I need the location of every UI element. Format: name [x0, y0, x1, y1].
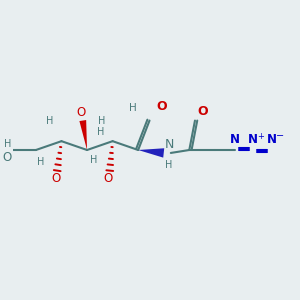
- Text: O: O: [77, 106, 86, 119]
- Polygon shape: [138, 148, 164, 158]
- Text: O: O: [2, 152, 12, 164]
- Text: O: O: [198, 105, 208, 118]
- Text: N: N: [230, 133, 240, 146]
- Text: H: H: [97, 127, 104, 137]
- Text: H: H: [4, 139, 12, 148]
- Text: H: H: [46, 116, 54, 126]
- Text: H: H: [129, 103, 137, 113]
- Text: H: H: [90, 155, 97, 165]
- Text: N: N: [248, 133, 258, 146]
- Text: O: O: [157, 100, 167, 113]
- Text: −: −: [276, 131, 284, 141]
- Text: H: H: [37, 157, 44, 167]
- Text: O: O: [51, 172, 60, 185]
- Text: O: O: [104, 172, 113, 185]
- Text: H: H: [98, 116, 105, 126]
- Text: +: +: [257, 132, 264, 141]
- Polygon shape: [80, 120, 87, 150]
- Text: N: N: [165, 139, 175, 152]
- Text: H: H: [165, 160, 172, 170]
- Text: N: N: [267, 133, 277, 146]
